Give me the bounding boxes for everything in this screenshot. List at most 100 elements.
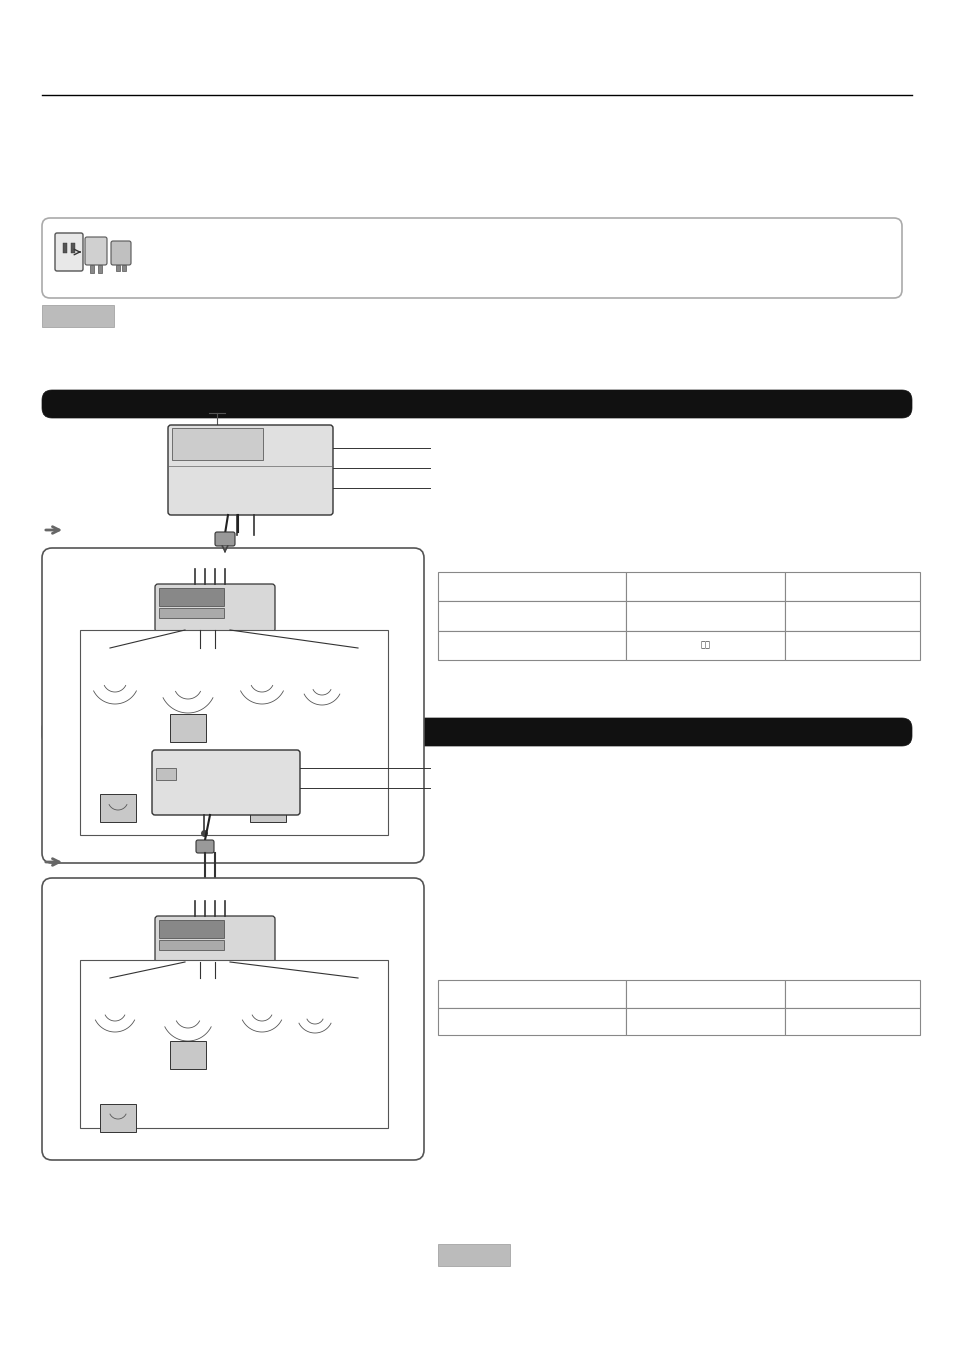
Bar bbox=[116, 265, 120, 272]
Circle shape bbox=[193, 430, 199, 436]
Bar bbox=[159, 920, 224, 938]
Bar bbox=[437, 1244, 510, 1266]
Bar bbox=[625, 979, 784, 1008]
Bar bbox=[159, 608, 224, 617]
Circle shape bbox=[203, 430, 209, 436]
Bar bbox=[159, 940, 224, 950]
Bar bbox=[437, 979, 625, 1008]
Circle shape bbox=[256, 665, 267, 676]
Circle shape bbox=[258, 798, 276, 817]
FancyBboxPatch shape bbox=[42, 717, 911, 746]
Circle shape bbox=[182, 996, 193, 1008]
Circle shape bbox=[110, 665, 120, 676]
Bar bbox=[625, 601, 784, 631]
FancyBboxPatch shape bbox=[214, 532, 234, 546]
Circle shape bbox=[230, 925, 235, 931]
Bar bbox=[42, 305, 113, 327]
FancyBboxPatch shape bbox=[154, 584, 274, 632]
Bar bbox=[159, 588, 224, 607]
Text: ⬛⬛: ⬛⬛ bbox=[700, 640, 710, 650]
Circle shape bbox=[182, 666, 194, 678]
Polygon shape bbox=[182, 1075, 193, 1100]
Bar bbox=[98, 265, 102, 273]
Bar bbox=[625, 1008, 784, 1035]
Circle shape bbox=[213, 430, 219, 436]
Circle shape bbox=[248, 925, 253, 931]
Circle shape bbox=[230, 593, 235, 598]
Circle shape bbox=[109, 798, 127, 817]
Circle shape bbox=[317, 1005, 326, 1015]
Circle shape bbox=[193, 755, 198, 761]
Circle shape bbox=[256, 593, 263, 598]
Bar bbox=[437, 631, 625, 661]
Bar bbox=[90, 265, 94, 273]
Circle shape bbox=[179, 719, 196, 738]
Circle shape bbox=[167, 755, 172, 761]
FancyBboxPatch shape bbox=[85, 236, 107, 265]
Circle shape bbox=[179, 1046, 196, 1065]
FancyBboxPatch shape bbox=[42, 549, 423, 863]
Bar bbox=[437, 1008, 625, 1035]
Bar bbox=[80, 630, 388, 835]
Bar bbox=[437, 571, 625, 601]
Bar bbox=[172, 428, 262, 459]
Circle shape bbox=[239, 593, 245, 598]
Circle shape bbox=[256, 925, 263, 931]
Circle shape bbox=[183, 430, 189, 436]
Bar bbox=[156, 767, 175, 780]
Circle shape bbox=[239, 925, 245, 931]
Polygon shape bbox=[312, 1000, 333, 1020]
FancyBboxPatch shape bbox=[42, 878, 423, 1161]
Circle shape bbox=[109, 1109, 127, 1127]
Circle shape bbox=[212, 881, 218, 888]
Polygon shape bbox=[248, 661, 276, 680]
Polygon shape bbox=[248, 992, 275, 1008]
Circle shape bbox=[111, 996, 120, 1005]
Bar bbox=[625, 571, 784, 601]
Circle shape bbox=[157, 755, 162, 761]
Circle shape bbox=[325, 676, 335, 685]
FancyBboxPatch shape bbox=[168, 426, 333, 515]
Circle shape bbox=[227, 567, 233, 573]
Polygon shape bbox=[171, 992, 205, 1012]
Bar bbox=[122, 265, 126, 272]
FancyBboxPatch shape bbox=[154, 916, 274, 965]
Circle shape bbox=[174, 492, 189, 505]
Circle shape bbox=[202, 755, 208, 761]
FancyBboxPatch shape bbox=[42, 218, 901, 299]
Circle shape bbox=[172, 430, 179, 436]
Bar bbox=[784, 1008, 919, 1035]
Polygon shape bbox=[171, 661, 206, 684]
Bar bbox=[784, 631, 919, 661]
Polygon shape bbox=[182, 750, 193, 774]
FancyBboxPatch shape bbox=[111, 240, 131, 265]
Circle shape bbox=[256, 598, 276, 617]
Circle shape bbox=[257, 996, 267, 1005]
Polygon shape bbox=[318, 669, 341, 692]
FancyBboxPatch shape bbox=[195, 840, 213, 852]
Bar bbox=[80, 961, 388, 1128]
Circle shape bbox=[184, 755, 190, 761]
Bar bbox=[784, 601, 919, 631]
Circle shape bbox=[202, 881, 208, 888]
Bar bbox=[625, 631, 784, 661]
Bar bbox=[437, 601, 625, 631]
FancyBboxPatch shape bbox=[42, 390, 911, 417]
Bar bbox=[100, 1104, 136, 1132]
Bar bbox=[784, 979, 919, 1008]
Bar bbox=[170, 1042, 206, 1069]
Bar bbox=[63, 243, 67, 253]
Bar bbox=[170, 713, 206, 742]
Bar bbox=[100, 794, 136, 821]
Polygon shape bbox=[101, 992, 129, 1008]
Bar bbox=[71, 243, 75, 253]
Circle shape bbox=[216, 567, 223, 573]
Circle shape bbox=[175, 755, 180, 761]
Polygon shape bbox=[100, 661, 130, 680]
Bar bbox=[250, 794, 286, 821]
Circle shape bbox=[174, 471, 189, 486]
Circle shape bbox=[256, 929, 276, 950]
Bar bbox=[784, 571, 919, 601]
Circle shape bbox=[248, 593, 253, 598]
FancyBboxPatch shape bbox=[55, 232, 83, 272]
